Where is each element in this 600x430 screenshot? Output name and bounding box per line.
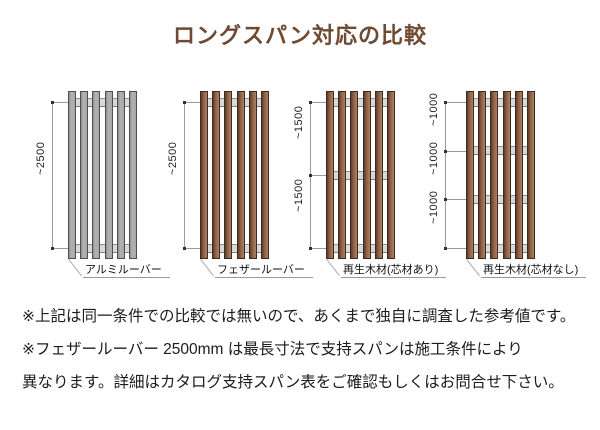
dimension-extension-line: [310, 102, 330, 103]
support-rail: [68, 97, 137, 107]
dimension-mark: [183, 101, 186, 104]
leader-line: [466, 259, 480, 277]
louver-slat: [338, 91, 347, 259]
footnote-line-3: 異なります。詳細はカタログ支持スパン表をご確認もしくはお問合せ下さい。: [22, 374, 564, 391]
dimension-line: [445, 102, 446, 248]
panel-label-aluminum-louver: アルミルーバー: [83, 264, 170, 278]
louver-slat: [502, 91, 511, 259]
louver-slat: [326, 91, 334, 259]
footnote-line-2: ※フェザールーバー 2500mm は最長寸法で支持スパンは施工条件により: [22, 341, 523, 358]
dimension-extension-line: [445, 248, 470, 249]
support-rail: [68, 243, 137, 253]
dimension-line: [52, 102, 53, 248]
dimension-extension-line: [445, 102, 470, 103]
dimension-mark: [444, 247, 447, 250]
dimension-extension-line: [52, 102, 72, 103]
footnotes: ※上記は同一条件での比較では無いので、あくまで独自に調査した参考値です。 ※フェ…: [22, 300, 588, 399]
panel-label-recycled-wood-with-core: 再生木材(芯材あり): [341, 264, 447, 278]
support-rail: [200, 97, 269, 107]
louver-slat: [104, 91, 113, 259]
support-rail: [466, 146, 535, 156]
dimension-extension-line: [310, 248, 330, 249]
louver-slat: [490, 91, 499, 259]
dimension-extension-line: [310, 175, 330, 176]
dimension-mark: [444, 198, 447, 202]
louver-slat: [374, 91, 383, 259]
dimension-mark: [51, 101, 54, 104]
dimension-line: [184, 102, 185, 248]
louver-slat: [116, 91, 125, 259]
louver-slat: [478, 91, 487, 259]
louver-slat: [248, 91, 257, 259]
leader-line: [200, 259, 214, 277]
louver-slat: [212, 91, 221, 259]
dimension-extension-line: [184, 102, 204, 103]
support-rail: [326, 97, 395, 107]
support-rail: [466, 243, 535, 253]
leader-line: [326, 259, 340, 277]
louver-slat: [261, 91, 269, 259]
dimension-extension-line: [52, 248, 72, 249]
louver-slat: [80, 91, 89, 259]
support-rail: [326, 243, 395, 253]
dimension-mark: [183, 247, 186, 250]
louver-slat: [362, 91, 371, 259]
louver-slat: [68, 91, 76, 259]
dimension-extension-line: [445, 150, 470, 152]
dimension-mark: [444, 149, 447, 153]
dimension-extension-line: [184, 248, 204, 249]
support-rail: [466, 97, 535, 107]
dimension-mark: [309, 174, 312, 177]
louver-slat: [129, 91, 137, 259]
louver-slat: [236, 91, 245, 259]
dimension-mark: [51, 247, 54, 250]
louver-slat: [466, 91, 474, 259]
louver-slat: [514, 91, 523, 259]
support-rail: [200, 243, 269, 253]
footnote-line-1: ※上記は同一条件での比較では無いので、あくまで独自に調査した参考値です。: [22, 308, 576, 325]
louver-slat: [350, 91, 359, 259]
louver-slat: [527, 91, 535, 259]
support-rail: [326, 170, 395, 180]
dimension-mark: [444, 101, 447, 104]
louver-slat: [224, 91, 233, 259]
dimension-extension-line: [445, 199, 470, 201]
panel-label-feather-louver: フェザールーバー: [215, 264, 313, 278]
dimension-mark: [309, 247, 312, 250]
louver-slat: [387, 91, 395, 259]
louver-slat: [92, 91, 101, 259]
support-rail: [466, 194, 535, 204]
page-title: ロングスパン対応の比較: [172, 23, 428, 48]
leader-line: [68, 259, 82, 277]
panel-label-recycled-wood-without-core: 再生木材(芯材なし): [481, 264, 587, 278]
dimension-mark: [309, 101, 312, 104]
louver-slat: [200, 91, 208, 259]
